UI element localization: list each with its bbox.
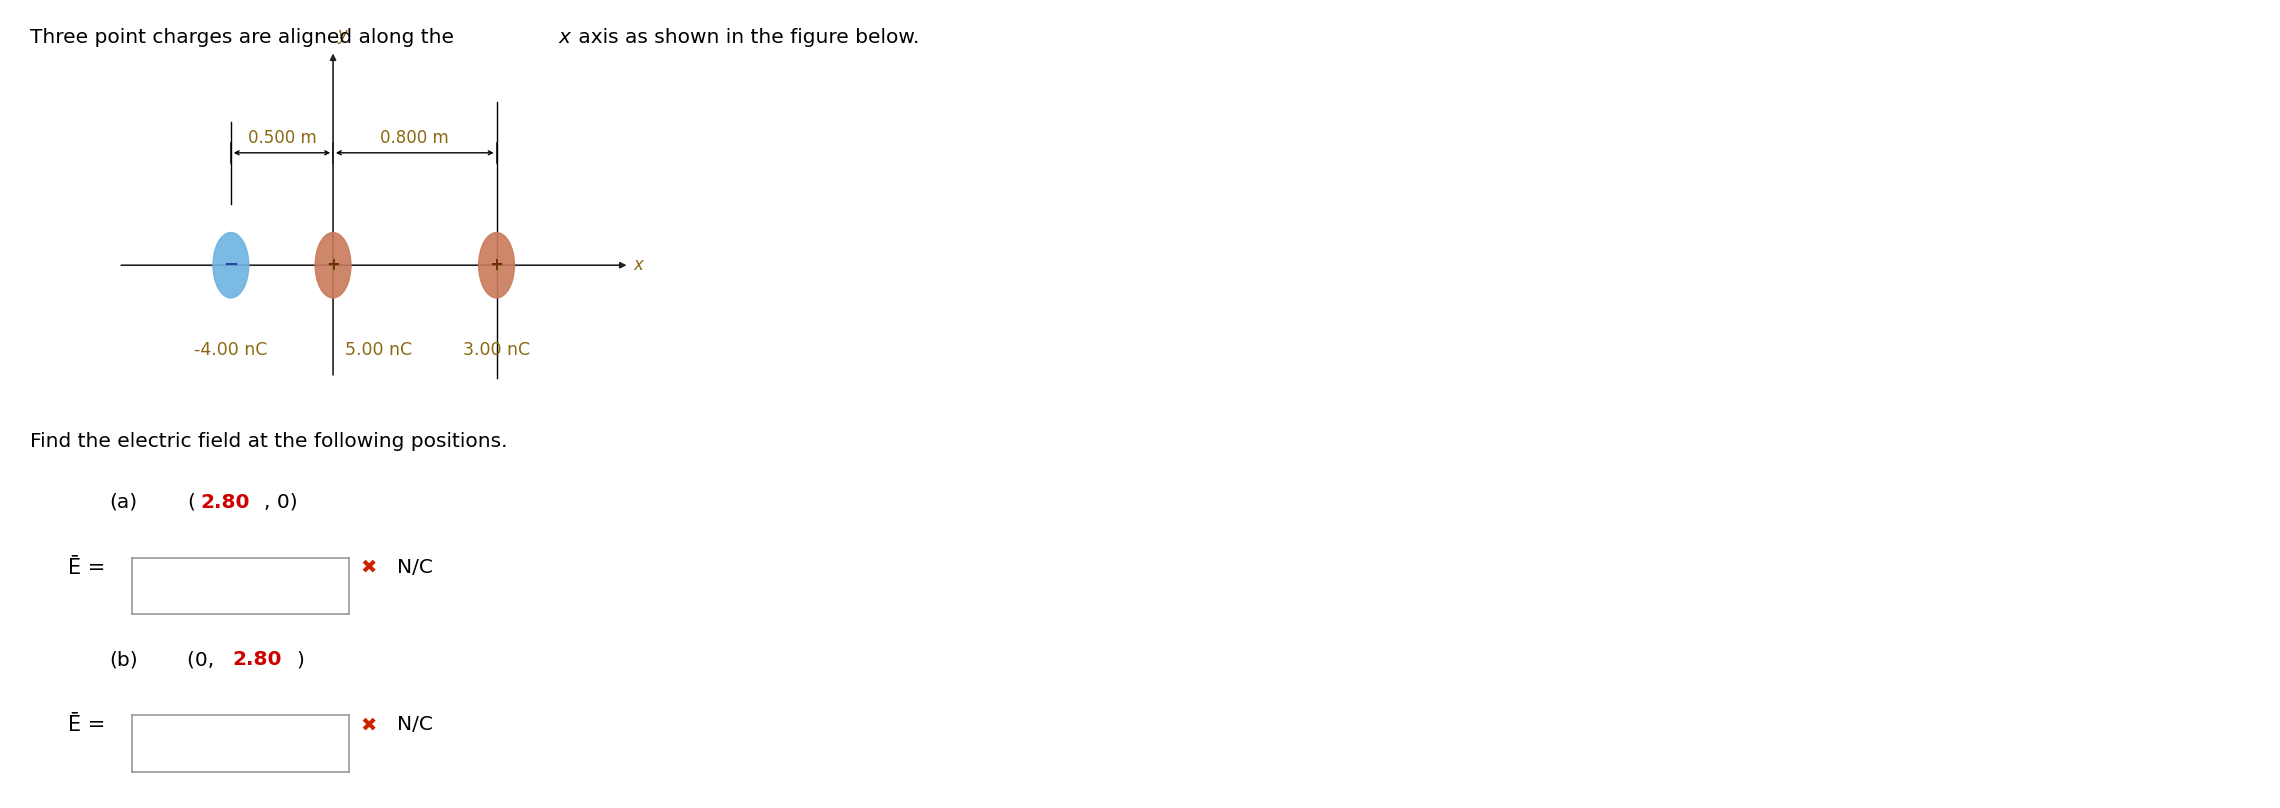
Text: ): ) [296, 650, 303, 670]
Text: (b): (b) [109, 650, 139, 670]
Text: (: ( [187, 493, 194, 512]
Text: N/C: N/C [397, 558, 433, 577]
Ellipse shape [479, 233, 515, 298]
Text: −: − [223, 256, 239, 274]
Text: (0,: (0, [187, 650, 221, 670]
Text: 0.800 m: 0.800 m [381, 128, 449, 147]
Text: axis as shown in the figure below.: axis as shown in the figure below. [572, 28, 919, 48]
Text: Three point charges are aligned along the: Three point charges are aligned along th… [30, 28, 461, 48]
Text: Ē =: Ē = [68, 558, 105, 578]
Text: x: x [634, 256, 643, 274]
Text: y: y [337, 27, 347, 44]
Text: 5.00 nC: 5.00 nC [344, 341, 413, 359]
Text: ✖: ✖ [360, 558, 376, 577]
Text: , 0): , 0) [264, 493, 299, 512]
Text: 3.00 nC: 3.00 nC [463, 341, 531, 359]
Text: -4.00 nC: -4.00 nC [194, 341, 267, 359]
Text: Ē =: Ē = [68, 715, 105, 735]
Text: x: x [559, 28, 570, 48]
Text: (a): (a) [109, 493, 137, 512]
Text: 0.500 m: 0.500 m [249, 128, 317, 147]
Ellipse shape [212, 233, 249, 298]
Text: 2.80: 2.80 [233, 650, 283, 670]
Ellipse shape [315, 233, 351, 298]
Text: +: + [326, 256, 340, 274]
Text: ✖: ✖ [360, 715, 376, 734]
Text: Find the electric field at the following positions.: Find the electric field at the following… [30, 432, 506, 452]
Text: 2.80: 2.80 [201, 493, 251, 512]
Text: +: + [490, 256, 504, 274]
Text: N/C: N/C [397, 715, 433, 734]
